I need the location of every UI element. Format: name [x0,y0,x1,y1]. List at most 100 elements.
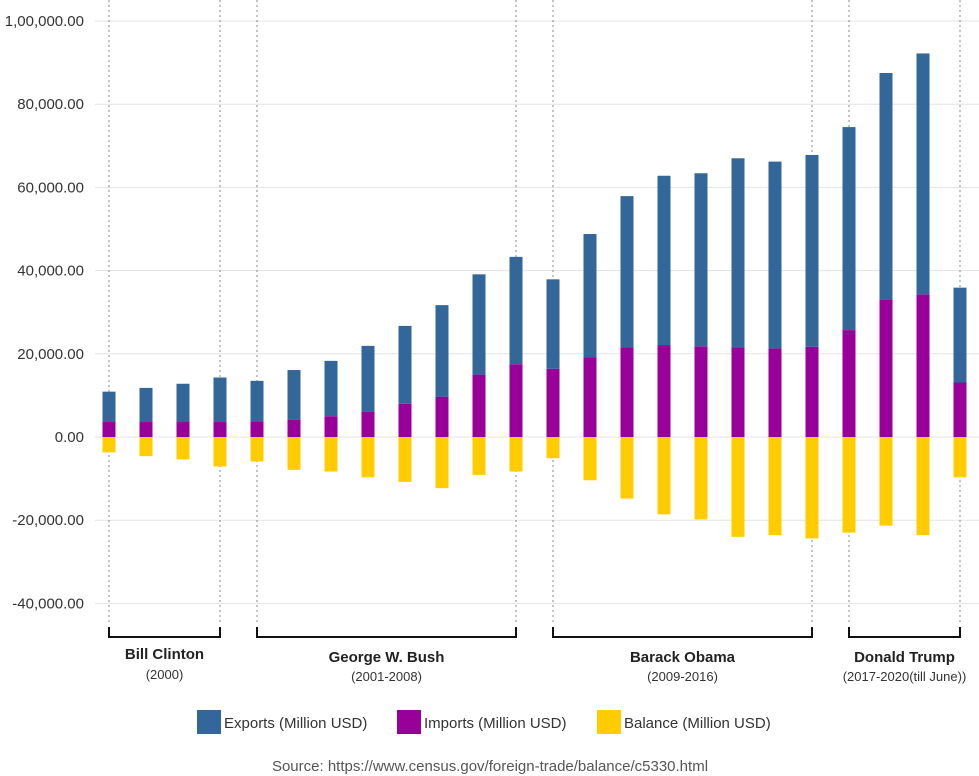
y-tick-label: 20,000.00 [17,346,84,363]
bar-imports [472,374,486,437]
bar-balance [731,437,745,537]
y-tick-label: 1,00,000.00 [5,13,84,30]
legend-label: Balance (Million USD) [624,715,771,732]
y-tick-label: 80,000.00 [17,96,84,113]
source-note: Source: https://www.census.gov/foreign-t… [272,758,708,775]
bar-balance [842,437,856,533]
bar-exports [583,233,597,358]
y-tick-label: 40,000.00 [17,263,84,280]
bar-balance [768,437,782,536]
bar-imports [879,299,893,437]
gridlines [95,20,979,604]
bar-imports [768,348,782,437]
legend-label: Imports (Million USD) [424,715,567,732]
bar-exports [435,305,449,397]
bar-imports [731,347,745,437]
bar-balance [509,437,523,472]
bar-imports [694,346,708,437]
bar-exports [139,387,153,423]
bar-balance [953,437,967,478]
bar-balance [361,437,375,478]
legend: Exports (Million USD) Imports (Million US… [197,710,771,734]
bar-imports [287,419,301,437]
bar-imports [361,411,375,437]
bar-balance [472,437,486,475]
bar-exports [546,279,560,369]
bar-balance [139,437,153,457]
bar-exports [472,274,486,375]
president-name: George W. Bush [329,649,445,666]
bar-balance [213,437,227,467]
bar-balance [287,437,301,470]
bar-balance [176,437,190,460]
bar-imports [805,346,819,437]
bar-balance [435,437,449,489]
bar-imports [398,403,412,437]
bar-imports [620,347,634,437]
president-name: Bill Clinton [125,646,204,663]
bar-imports [509,364,523,437]
bar-exports [287,370,301,420]
president-name: Donald Trump [854,649,955,666]
y-axis-ticks: 1,00,000.00 80,000.00 60,000.00 40,000.00 20… [5,13,84,612]
legend-swatch [397,710,421,734]
bar-exports [768,161,782,349]
bar-imports [102,422,116,437]
y-tick-label: 60,000.00 [17,179,84,196]
bar-balance [916,437,930,536]
bar-exports [509,256,523,365]
bar-balance [102,437,116,453]
era-dividers [108,0,961,622]
bars [102,53,967,539]
era-bracket [108,627,221,638]
bar-imports [657,345,671,437]
bar-imports [435,396,449,437]
bar-imports [842,330,856,437]
bar-balance [620,437,634,499]
bar-exports [731,158,745,348]
bar-exports [694,173,708,347]
bar-imports [250,421,264,437]
bar-balance [324,437,338,472]
legend-swatch [197,710,221,734]
bar-exports [324,360,338,417]
y-tick-label: 0.00 [55,429,84,446]
bar-exports [620,196,634,348]
bar-imports [953,382,967,437]
y-tick-label: -40,000.00 [12,595,84,612]
bar-imports [916,294,930,437]
era-bracket [256,627,517,638]
bar-exports [805,154,819,347]
bar-exports [657,175,671,346]
bar-balance [583,437,597,481]
bar-imports [213,422,227,437]
president-years: (2000) [146,667,184,682]
president-years: (2017-2020(till June)) [843,669,967,684]
bar-exports [916,53,930,295]
era-bracket [552,627,813,638]
bar-exports [879,73,893,300]
bar-imports [546,368,560,437]
bar-balance [879,437,893,526]
president-years: (2009-2016) [647,669,718,684]
bar-imports [176,422,190,437]
bar-balance [250,437,264,462]
bar-exports [953,287,967,383]
bar-exports [361,345,375,412]
president-years: (2001-2008) [351,669,422,684]
bar-exports [176,383,190,423]
bar-balance [805,437,819,539]
bar-exports [213,377,227,423]
bar-exports [842,127,856,331]
bar-balance [546,437,560,459]
legend-label: Exports (Million USD) [224,715,367,732]
bar-imports [583,357,597,437]
era-bracket [848,627,961,638]
bar-balance [657,437,671,515]
president-name: Barack Obama [630,649,736,666]
bar-exports [250,380,264,422]
y-tick-label: -20,000.00 [12,512,84,529]
bar-balance [398,437,412,482]
legend-swatch [597,710,621,734]
